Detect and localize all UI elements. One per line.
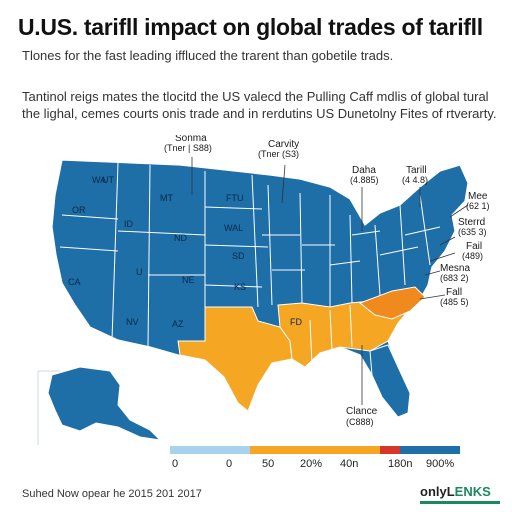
annotation-value: (635 3) bbox=[458, 227, 487, 237]
annotation-name: Daha bbox=[352, 165, 376, 176]
state-label: ID bbox=[124, 219, 134, 229]
legend-ticks: 0 0 50 20% 40n 180n 900% bbox=[170, 458, 460, 472]
logo-main-text: onlyL bbox=[420, 484, 455, 499]
annotation-value: (Tner | S88) bbox=[164, 143, 212, 153]
florida bbox=[369, 344, 411, 418]
annotation-name: Carvity bbox=[268, 139, 299, 150]
legend-tick: 20% bbox=[300, 458, 323, 470]
legend-swatch bbox=[210, 446, 250, 454]
legend-tick: 0 bbox=[172, 458, 179, 470]
state-label: AZ bbox=[172, 319, 184, 329]
annotation-name: Mesna bbox=[440, 263, 470, 274]
state-label: WA bbox=[92, 175, 106, 185]
tx-region bbox=[177, 306, 293, 412]
state-label: FD bbox=[290, 317, 302, 327]
annotation-value: (489) bbox=[462, 251, 483, 261]
us-map: WA OR U ID MT ND SD NE KS CA NV AZ UT FT… bbox=[0, 135, 512, 450]
legend-tick: 900% bbox=[426, 458, 455, 470]
annotation-name: Fall bbox=[446, 287, 462, 298]
description-text: Tantinol reigs mates the tlocitd the US … bbox=[22, 89, 497, 121]
state-label: NV bbox=[126, 317, 139, 327]
legend-swatch bbox=[170, 446, 210, 454]
brand-logo: onlyLENKS bbox=[420, 484, 491, 499]
annotation-name: Mee bbox=[468, 191, 488, 202]
color-legend: 0 0 50 20% 40n 180n 900% bbox=[170, 446, 460, 476]
annotation-name: Tarill bbox=[406, 165, 427, 176]
state-label: FTU bbox=[226, 193, 244, 203]
legend-tick: 0 bbox=[226, 458, 233, 470]
state-label: SD bbox=[232, 251, 245, 261]
annotation-value: (4.885) bbox=[350, 175, 379, 185]
logo-underline bbox=[420, 501, 500, 504]
legend-tick: 50 bbox=[262, 458, 275, 470]
annotation-name: Sonma bbox=[175, 135, 207, 144]
legend-swatch bbox=[350, 446, 380, 454]
page-title: U.US. tarifll impact on global trades of… bbox=[18, 14, 483, 40]
state-label: NE bbox=[182, 275, 195, 285]
state-label: CA bbox=[68, 277, 81, 287]
annotation-value: (683 2) bbox=[440, 273, 469, 283]
legend-swatch bbox=[300, 446, 350, 454]
state-label: U bbox=[136, 267, 143, 277]
state-label: KS bbox=[234, 282, 246, 292]
south-region bbox=[277, 300, 406, 368]
state-label: MT bbox=[160, 193, 173, 203]
legend-swatch bbox=[250, 446, 300, 454]
annotation-name: Clance bbox=[346, 406, 378, 417]
legend-swatch bbox=[380, 446, 400, 454]
legend-color-bar bbox=[170, 446, 460, 454]
legend-tick: 40n bbox=[340, 458, 359, 470]
annotation-name: Fail bbox=[466, 241, 482, 252]
legend-swatch bbox=[400, 446, 460, 454]
annotation-value: (4 4.8) bbox=[402, 175, 428, 185]
alaska bbox=[47, 366, 162, 441]
source-note: Suhed Now opear he 2015 201 2017 bbox=[22, 488, 202, 500]
logo-accent-text: ENKS bbox=[454, 484, 491, 499]
annotation-value: (62 1) bbox=[466, 201, 490, 211]
state-label: OR bbox=[72, 205, 86, 215]
state-label: UT bbox=[102, 175, 114, 185]
annotation-value: (485 5) bbox=[440, 297, 469, 307]
annotation-value: (C888) bbox=[346, 417, 374, 427]
legend-tick: 180n bbox=[388, 458, 413, 470]
page-subtitle: Tlones for the fast leading iffluced the… bbox=[22, 48, 394, 63]
state-label: ND bbox=[174, 233, 187, 243]
annotation-value: (Tner (S3) bbox=[258, 149, 299, 159]
state-label: WAL bbox=[224, 223, 243, 233]
carolina-region bbox=[359, 286, 426, 320]
annotation-name: Sterrd bbox=[458, 217, 485, 228]
